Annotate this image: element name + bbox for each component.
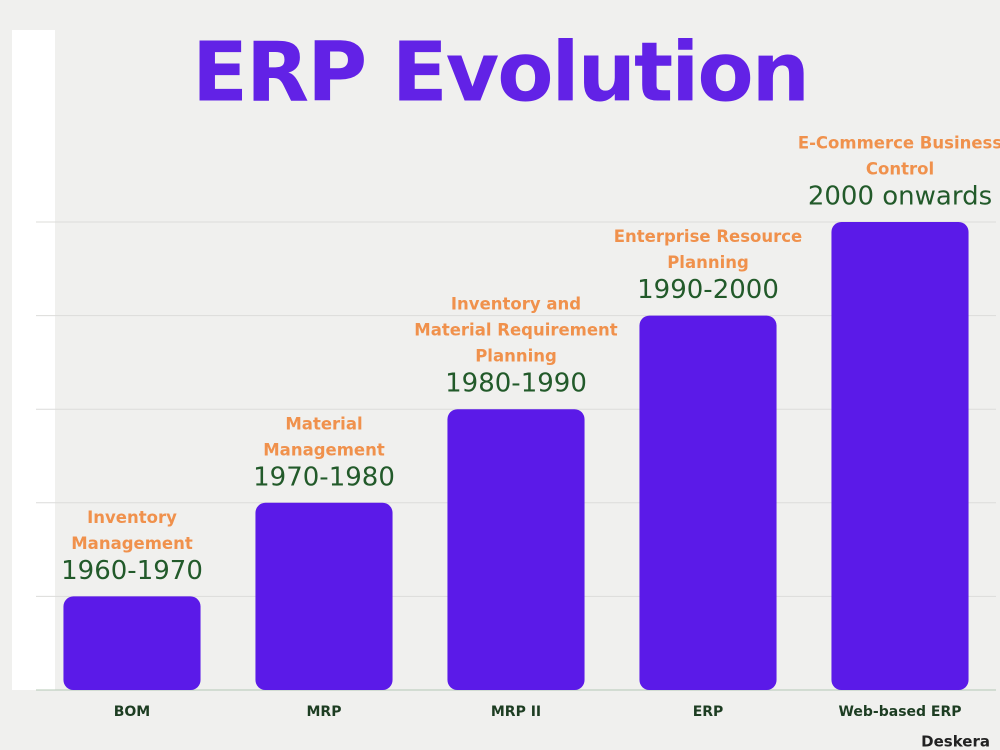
x-tick-label: BOM (114, 704, 151, 720)
description-label: Enterprise Resource (614, 227, 803, 246)
x-tick-label: Web-based ERP (838, 704, 961, 720)
description-label: Management (71, 534, 193, 553)
bar (639, 315, 777, 690)
description-label: Inventory (87, 508, 177, 527)
description-label: E-Commerce Business (798, 134, 1000, 153)
bar (447, 409, 585, 690)
x-tick-label: MRP II (491, 704, 541, 720)
description-label: Material (285, 414, 362, 433)
brand-logo: Deskera (921, 733, 990, 750)
period-label: 1990-2000 (637, 275, 779, 305)
chart-title: ERP Evolution (192, 25, 808, 120)
description-label: Management (263, 440, 385, 459)
period-label: 1970-1980 (253, 462, 395, 492)
period-label: 1980-1990 (445, 369, 587, 399)
side-strip (12, 30, 55, 690)
description-label: Planning (475, 347, 557, 366)
bar (255, 502, 393, 690)
description-label: Control (866, 160, 934, 179)
bar (63, 596, 201, 690)
period-label: 1960-1970 (61, 556, 203, 586)
x-tick-label: MRP (307, 704, 342, 720)
bar (831, 222, 969, 690)
x-tick-label: ERP (693, 704, 724, 720)
description-label: Planning (667, 253, 749, 272)
description-label: Inventory and (451, 295, 581, 314)
description-label: Material Requirement (414, 321, 618, 340)
period-label: 2000 onwards (808, 182, 992, 212)
